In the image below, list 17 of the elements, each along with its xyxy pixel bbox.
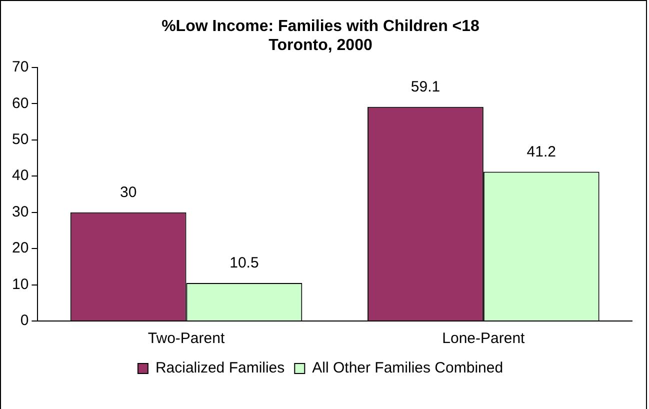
data-label: 41.2	[526, 143, 556, 160]
y-tick-label: 70	[12, 58, 29, 76]
legend-label: All Other Families Combined	[312, 360, 504, 377]
y-tick-label: 50	[12, 131, 29, 148]
y-tick-label: 40	[12, 167, 29, 184]
legend-label: Racialized Families	[155, 360, 285, 377]
y-tick-label: 20	[12, 240, 29, 257]
chart-title: %Low Income: Families with Children <18 Toronto, 2000	[162, 18, 480, 54]
data-label: 30	[120, 184, 137, 201]
y-tick-label: 0	[20, 312, 29, 330]
x-tick-label: Lone-Parent	[442, 330, 526, 348]
y-tick-label: 30	[12, 203, 29, 220]
x-tick-label: Two-Parent	[148, 330, 226, 348]
data-label: 10.5	[230, 254, 259, 272]
data-label: 59.1	[410, 78, 440, 96]
y-tick-label: 60	[12, 94, 29, 112]
y-tick-label: 10	[12, 276, 29, 293]
